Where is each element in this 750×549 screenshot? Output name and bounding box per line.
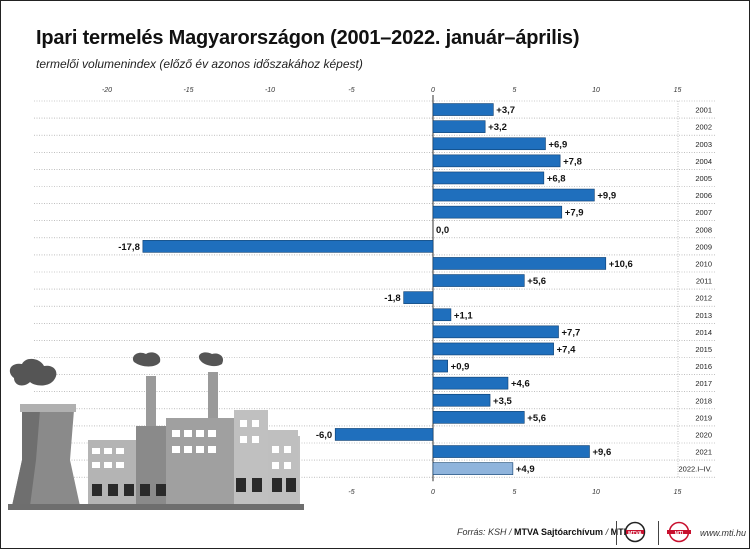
source-label: Forrás: KSH / <box>457 527 512 537</box>
bottom-tick-label: 10 <box>592 489 600 496</box>
year-label: 2020 <box>695 430 712 439</box>
value-label: +4,6 <box>511 379 530 390</box>
value-label: +6,9 <box>548 139 567 150</box>
bottom-tick-label: 0 <box>431 489 435 496</box>
logo-mti-text: MTI <box>675 531 684 537</box>
bar <box>432 205 563 219</box>
year-label: 2012 <box>695 294 712 303</box>
value-label: 0,0 <box>436 225 449 236</box>
value-label: +5,6 <box>527 413 546 424</box>
year-label: 2016 <box>695 362 712 371</box>
mti-logo-icon: MTI <box>667 521 691 543</box>
year-label: 2009 <box>695 242 712 251</box>
year-label: 2018 <box>695 396 712 405</box>
top-tick-label: 0 <box>431 87 435 94</box>
year-label: 2014 <box>695 328 712 337</box>
value-label: +4,9 <box>516 464 535 475</box>
top-tick-label: -15 <box>183 87 193 94</box>
bars: +3,7 2001 +3,2 2002 +6,9 2003 +7,8 2004 +6,8 2005… <box>118 103 712 475</box>
value-label: +1,1 <box>454 310 473 321</box>
bar <box>432 376 509 390</box>
year-label: 2017 <box>695 379 712 388</box>
chart-title: Ipari termelés Magyarországon (2001–2022… <box>36 27 580 49</box>
value-label: +10,6 <box>609 259 633 270</box>
bar <box>403 291 434 304</box>
bottom-tick-label: -5 <box>348 489 354 496</box>
bottom-tick-label: 15 <box>674 489 682 496</box>
factory-illustration <box>8 352 304 510</box>
bar <box>432 342 554 356</box>
footer-source: Forrás: KSH / MTVA Sajtóarchívum / MTI <box>457 527 626 537</box>
value-label: +9,9 <box>597 191 616 202</box>
value-label: +7,7 <box>562 327 581 338</box>
year-label: 2002 <box>695 123 712 132</box>
grid-lines <box>34 95 716 482</box>
bar <box>432 103 494 116</box>
bar <box>432 411 525 424</box>
bottom-tick-label: 5 <box>513 489 517 496</box>
chart-subtitle: termelői volumenindex (előző év azonos i… <box>36 57 363 71</box>
year-label: 2005 <box>695 174 712 183</box>
year-label: 2007 <box>695 208 712 217</box>
year-label: 2013 <box>695 311 712 320</box>
year-label: 2019 <box>695 413 712 422</box>
top-tick-label: 15 <box>674 87 682 94</box>
bar <box>432 445 590 458</box>
value-label: -1,8 <box>384 293 400 304</box>
value-label: -6,0 <box>316 430 332 441</box>
footer-divider <box>658 521 659 545</box>
bar <box>334 428 434 441</box>
top-tick-label: -10 <box>265 87 275 94</box>
year-label: 2001 <box>695 106 712 115</box>
bar <box>432 137 546 151</box>
tick-labels: -20 -15 -10 -5 0 5 10 15 -5 0 5 10 15 <box>102 87 682 496</box>
value-label: +6,8 <box>547 173 566 184</box>
year-label: 2003 <box>695 140 712 149</box>
logo-mtva-text: MTVA <box>628 531 642 537</box>
value-label: +0,9 <box>451 362 470 373</box>
year-label: 2010 <box>695 259 712 268</box>
value-label: +7,4 <box>557 344 576 355</box>
bar <box>432 188 595 202</box>
value-label: +5,6 <box>527 276 546 287</box>
mtva-logo-icon: MTVA <box>624 521 646 543</box>
year-label: 2008 <box>695 225 712 234</box>
year-label: 2004 <box>695 157 712 166</box>
year-label: 2006 <box>695 191 712 200</box>
top-tick-label: 10 <box>592 87 600 94</box>
bar <box>432 154 561 168</box>
year-label: 2011 <box>696 277 712 286</box>
slash-separator: / <box>605 527 609 537</box>
bar <box>432 359 448 373</box>
bar <box>432 171 545 185</box>
value-label: +9,6 <box>592 447 611 458</box>
bar <box>432 120 486 133</box>
agency-label: MTI <box>610 527 627 537</box>
value-label: +7,9 <box>565 208 584 219</box>
year-label: 2021 <box>695 448 712 457</box>
top-tick-label: 5 <box>513 87 517 94</box>
bar <box>432 274 525 287</box>
website-link[interactable]: www.mti.hu <box>700 528 747 538</box>
value-label: +3,5 <box>493 396 512 407</box>
top-tick-label: -5 <box>348 87 354 94</box>
top-tick-label: -20 <box>102 87 112 94</box>
bar <box>142 240 434 253</box>
value-label: +3,2 <box>488 122 507 133</box>
year-label: 2022.I–IV. <box>678 465 712 474</box>
bar <box>432 257 607 270</box>
bar <box>432 393 491 407</box>
bar <box>432 308 452 322</box>
value-label: -17,8 <box>118 242 140 253</box>
value-label: +3,7 <box>496 105 515 116</box>
archive-label: MTVA Sajtóarchívum <box>514 527 604 537</box>
bar-highlighted <box>432 462 514 475</box>
value-label: +7,8 <box>563 156 582 167</box>
year-label: 2015 <box>695 345 712 354</box>
bar <box>432 325 559 339</box>
footer-divider <box>616 521 617 545</box>
